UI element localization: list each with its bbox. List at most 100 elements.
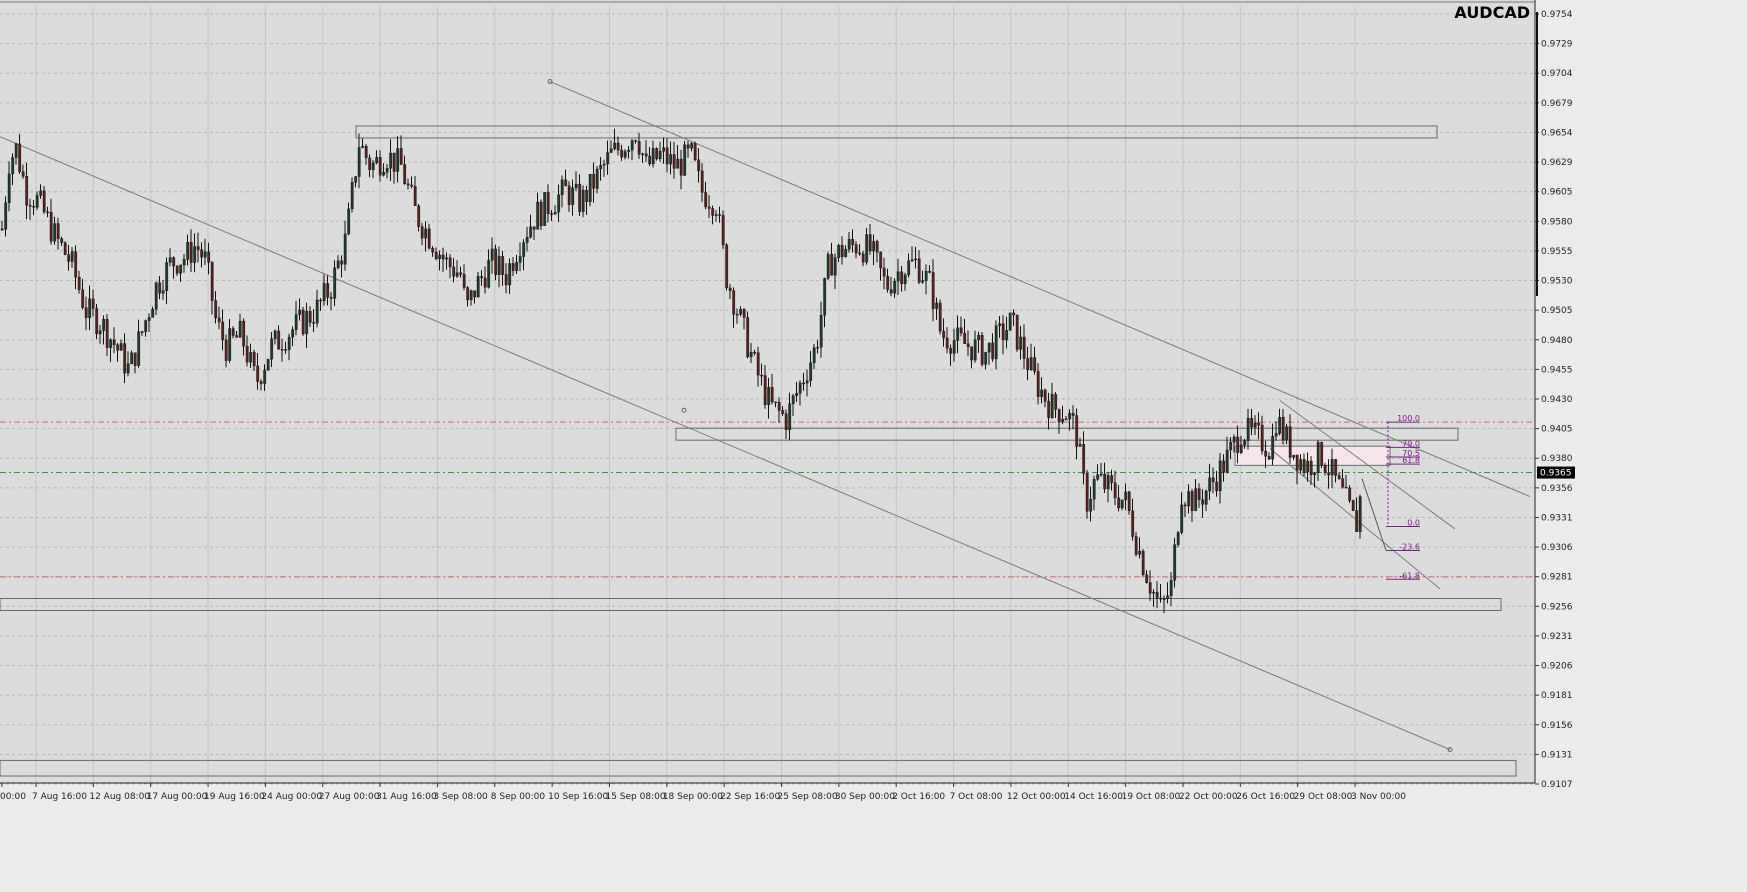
candle-body (84, 307, 88, 319)
candle-body (686, 144, 690, 149)
candle-body (1344, 486, 1348, 489)
candle-body (1260, 424, 1264, 452)
projection-line (1361, 478, 1387, 551)
candle-body (343, 233, 347, 265)
candle-body (644, 153, 648, 157)
candle-body (231, 328, 235, 336)
candle-body (641, 153, 645, 156)
candle-body (1309, 460, 1313, 475)
candle-body (1194, 488, 1198, 512)
candle-body (1330, 459, 1334, 476)
trend-line (1269, 448, 1441, 590)
candle-body (35, 195, 39, 208)
candle-body (613, 142, 617, 150)
x-tick-label: 7 Aug 16:00 (32, 792, 87, 802)
candle-body (1050, 394, 1054, 419)
candle-body (462, 274, 466, 288)
candle-body (1225, 449, 1229, 473)
sr-zone (675, 427, 1459, 441)
candle-body (1243, 440, 1247, 446)
candle-body (816, 346, 820, 349)
candle-body (1190, 491, 1194, 512)
candle-body (959, 327, 963, 334)
candle-body (984, 351, 988, 365)
candle-body (802, 382, 806, 385)
candle-body (1036, 371, 1040, 398)
trend-line (1279, 400, 1456, 530)
candle-body (1348, 487, 1352, 501)
candle-body (1068, 413, 1072, 420)
candle-body (91, 298, 95, 309)
x-tick-label: 19 Aug 16:00 (204, 792, 265, 802)
candle-body (256, 365, 260, 382)
candle-body (819, 315, 823, 348)
candle-body (1040, 389, 1044, 398)
candle-body (77, 276, 81, 290)
candle-body (32, 206, 36, 208)
candle-body (179, 264, 183, 274)
candle-body (14, 143, 18, 158)
candle-body (1215, 481, 1219, 492)
candle-body (1019, 336, 1023, 350)
candle-body (189, 242, 193, 263)
candle-body (711, 208, 715, 216)
candle-body (172, 257, 176, 267)
candle-body (228, 328, 232, 361)
candle-body (1029, 357, 1033, 370)
fib-level-label: 70.5 (1402, 449, 1420, 458)
candle-body (823, 278, 827, 316)
candle-body (1117, 497, 1121, 509)
y-tick-label: 0.9605 (1541, 188, 1573, 198)
candle-body (658, 151, 662, 160)
candle-body (623, 151, 627, 158)
candle-body (844, 249, 848, 258)
candle-body (154, 282, 158, 310)
candle-body (564, 179, 568, 187)
x-tick-label: 19 Oct 08:00 (1122, 792, 1181, 802)
candle-body (1299, 459, 1303, 471)
candle-body (627, 149, 631, 152)
candle-body (546, 192, 550, 214)
candle-body (1292, 454, 1296, 458)
candle-body (1295, 454, 1299, 471)
candle-body (298, 309, 302, 315)
candle-body (854, 244, 858, 254)
candle-body (21, 171, 25, 177)
candle-body (1239, 444, 1243, 453)
candle-body (840, 244, 844, 258)
candle-body (1229, 441, 1233, 451)
candle-body (476, 276, 480, 298)
candle-body (123, 343, 127, 374)
candle-body (567, 185, 571, 205)
candle-body (655, 148, 659, 160)
fib-level-label: 79.0 (1402, 439, 1420, 448)
candle-body (732, 290, 736, 315)
candle-body (830, 254, 834, 276)
candle-body (151, 308, 155, 318)
candle-body (224, 339, 228, 361)
candle-body (1288, 426, 1292, 458)
candle-body (63, 242, 67, 255)
x-tick-label: 25 Sep 08:00 (778, 792, 838, 802)
candle-body (354, 176, 358, 183)
candle-body (753, 351, 757, 354)
candle-body (382, 171, 386, 176)
axes: 0.9754 0.9729 0.9704 0.9679 0.9654 0.9629 0.96… (0, 0, 1575, 802)
x-tick-label: 29 Oct 08:00 (1294, 792, 1353, 802)
candle-body (928, 271, 932, 273)
candle-body (637, 141, 641, 155)
candle-body (991, 342, 995, 360)
candle-body (956, 327, 960, 341)
candle-body (865, 234, 869, 263)
candle-body (112, 339, 116, 345)
candle-body (438, 254, 442, 259)
candle-body (340, 260, 344, 265)
candle-body (487, 260, 491, 288)
candle-body (977, 334, 981, 341)
candle-body (60, 238, 64, 243)
candle-body (903, 274, 907, 285)
candle-body (809, 362, 813, 381)
candle-body (725, 244, 729, 289)
candle-body (872, 241, 876, 252)
